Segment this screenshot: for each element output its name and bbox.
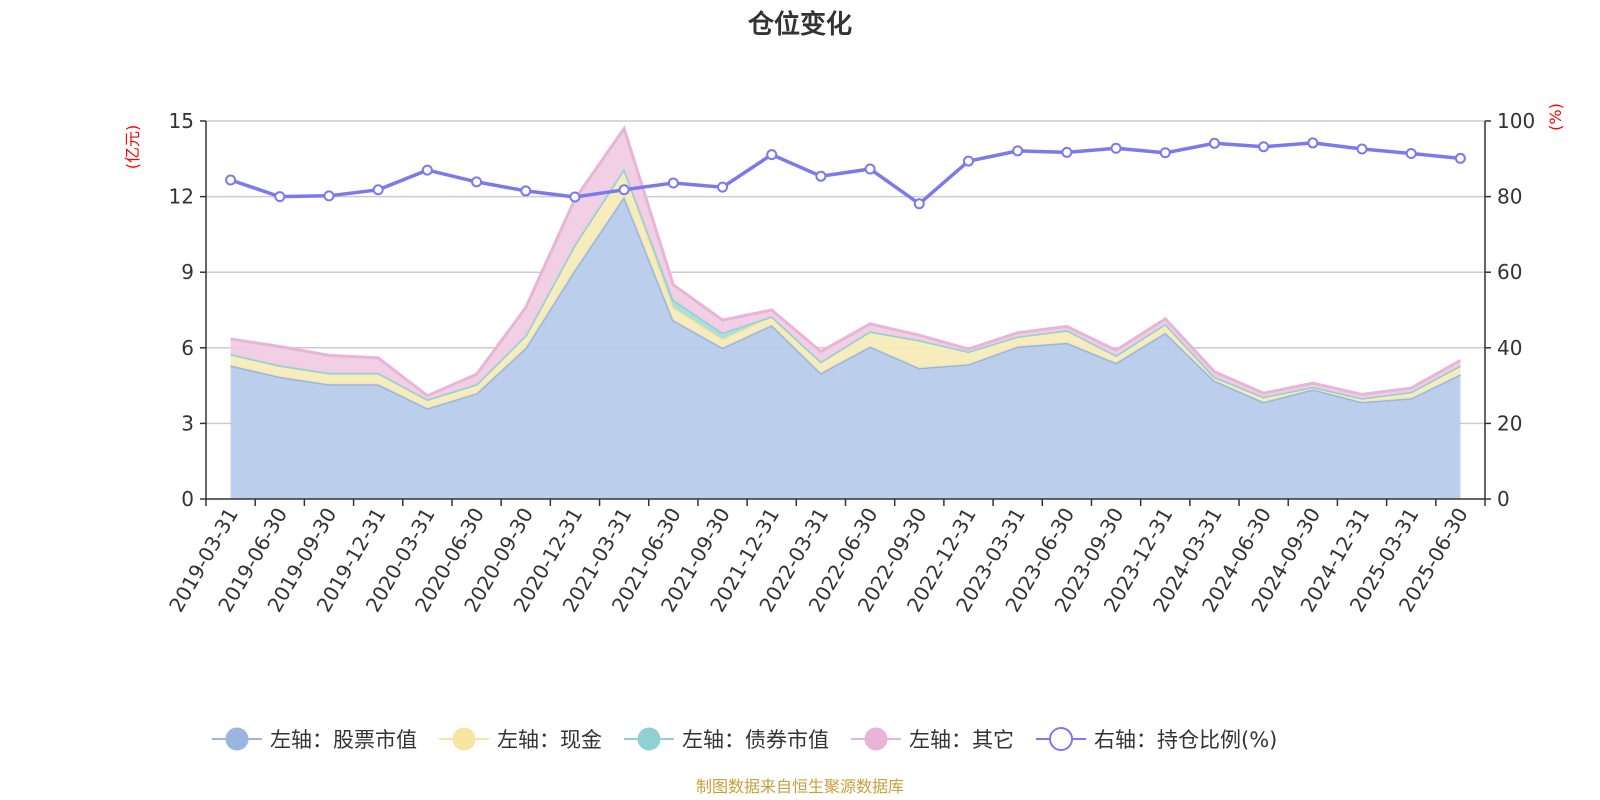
left-tick-label: 9 xyxy=(181,260,194,284)
ratio-line-path xyxy=(230,141,1461,207)
legend-item-1[interactable]: 左轴：现金 xyxy=(439,727,602,752)
right-tick-label: 40 xyxy=(1497,336,1522,360)
ratio-point xyxy=(274,191,286,203)
ratio-point xyxy=(1208,137,1220,149)
legend-marker xyxy=(637,727,661,751)
ratio-point xyxy=(962,155,974,167)
legend: 左轴：股票市值 左轴：现金 左轴：债券市值 左轴：其它 右轴：持仓比例(%) xyxy=(212,727,1277,752)
ratio-point xyxy=(618,184,630,196)
left-tick-label: 15 xyxy=(169,109,194,133)
right-tick-label: 20 xyxy=(1497,411,1522,435)
stacked-areas xyxy=(230,125,1462,499)
ratio-point xyxy=(1405,148,1417,160)
ratio-point xyxy=(1110,142,1122,154)
ratio-point xyxy=(766,149,778,161)
legend-item-0[interactable]: 左轴：股票市值 xyxy=(212,727,417,752)
legend-marker xyxy=(1049,727,1073,751)
ratio-point xyxy=(815,170,827,182)
area-series-0 xyxy=(230,196,1461,499)
chart-title: 仓位变化 xyxy=(747,9,852,40)
legend-label: 左轴：现金 xyxy=(497,728,602,752)
legend-item-4[interactable]: 右轴：持仓比例(%) xyxy=(1036,727,1277,752)
ratio-point xyxy=(225,174,237,186)
legend-label: 右轴：持仓比例(%) xyxy=(1094,728,1277,752)
legend-label: 左轴：股票市值 xyxy=(270,728,417,752)
ratio-point xyxy=(667,177,679,189)
ratio-point xyxy=(1159,147,1171,159)
ratio-point xyxy=(913,198,925,210)
ratio-point xyxy=(471,176,483,188)
left-tick-label: 12 xyxy=(169,185,194,209)
legend-marker xyxy=(452,727,476,751)
ratio-point xyxy=(569,191,581,203)
ratio-point xyxy=(520,185,532,197)
right-axis-unit: (%) xyxy=(1546,103,1565,131)
left-axis-unit: (亿元) xyxy=(123,125,142,170)
legend-marker xyxy=(864,727,888,751)
ratio-point xyxy=(323,190,335,202)
ratio-point xyxy=(1012,145,1024,157)
legend-label: 左轴：其它 xyxy=(909,728,1014,752)
ratio-point xyxy=(864,163,876,175)
ratio-point xyxy=(421,164,433,176)
legend-item-3[interactable]: 左轴：其它 xyxy=(851,727,1014,752)
right-tick-label: 100 xyxy=(1497,109,1535,133)
left-tick-label: 0 xyxy=(181,487,194,511)
legend-item-2[interactable]: 左轴：债券市值 xyxy=(624,727,829,752)
legend-marker xyxy=(225,727,249,751)
left-tick-label: 6 xyxy=(181,336,194,360)
ratio-point xyxy=(717,181,729,193)
legend-label: 左轴：债券市值 xyxy=(682,728,829,752)
ratio-point xyxy=(1454,152,1466,164)
ratio-line xyxy=(225,137,1466,210)
ratio-point xyxy=(1258,141,1270,153)
area-series-3 xyxy=(230,128,1461,400)
right-tick-label: 60 xyxy=(1497,260,1522,284)
source-note: 制图数据来自恒生聚源数据库 xyxy=(696,777,904,796)
right-tick-label: 80 xyxy=(1497,185,1522,209)
area-edge-series-3 xyxy=(230,125,1462,398)
ratio-point xyxy=(372,184,384,196)
ratio-point xyxy=(1061,146,1073,158)
ratio-point xyxy=(1356,143,1368,155)
left-tick-label: 3 xyxy=(181,411,194,435)
ratio-point xyxy=(1307,137,1319,149)
right-tick-label: 0 xyxy=(1497,487,1510,511)
